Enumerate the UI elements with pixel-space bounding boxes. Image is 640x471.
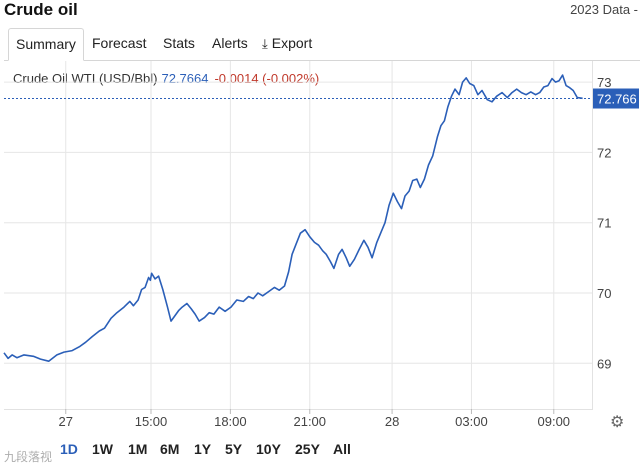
tab-forecast-label: Forecast	[92, 35, 147, 51]
tab-export-label: Export	[271, 35, 313, 51]
tab-bar: Summary Forecast Stats Alerts ⤓ Export	[4, 28, 640, 61]
range-5y-button[interactable]: 5Y	[225, 441, 243, 457]
range-1y-button[interactable]: 1Y	[194, 441, 212, 457]
price-series-line	[3, 74, 583, 362]
tab-stats[interactable]: Stats	[163, 28, 195, 59]
page-title: Crude oil	[4, 0, 78, 19]
tab-stats-label: Stats	[163, 35, 195, 51]
tab-alerts[interactable]: Alerts	[212, 28, 248, 59]
x-tick-label-3: 21:00	[293, 414, 326, 429]
x-tick-label-6: 09:00	[538, 414, 571, 429]
x-tick-label-2: 18:00	[214, 414, 247, 429]
range-10y-button[interactable]: 10Y	[256, 441, 281, 457]
range-25y-button[interactable]: 25Y	[295, 441, 320, 457]
header: Crude oil 2023 Data -	[0, 0, 640, 28]
y-tick-label-73: 73	[597, 75, 611, 90]
range-selector: 1D 1W 1M 6M 1Y 5Y 10Y 25Y All	[0, 438, 640, 466]
tab-summary-label: Summary	[16, 36, 76, 52]
watermark: 九段落视	[4, 450, 53, 464]
y-tick-label-69: 69	[597, 356, 611, 371]
x-tick-label-0: 27	[59, 414, 73, 429]
chart-frame	[4, 61, 593, 410]
range-6m-button[interactable]: 6M	[160, 441, 180, 457]
y-tick-label-70: 70	[597, 286, 611, 301]
data-year-link[interactable]: 2023 Data -	[570, 2, 638, 17]
tab-export[interactable]: ⤓ Export	[262, 28, 312, 59]
y-tick-label-72: 72	[597, 145, 611, 160]
range-all-button[interactable]: All	[333, 441, 351, 457]
x-tick-label-5: 03:00	[455, 414, 488, 429]
tab-forecast[interactable]: Forecast	[92, 28, 146, 59]
gear-icon[interactable]: ⚙	[610, 414, 625, 431]
x-tick-label-1: 15:00	[135, 414, 168, 429]
current-price-label-bg	[593, 88, 639, 109]
range-1w-button[interactable]: 1W	[92, 441, 113, 457]
range-1d-button[interactable]: 1D	[60, 441, 78, 457]
x-tick-label-4: 28	[385, 414, 399, 429]
y-tick-label-71: 71	[597, 216, 611, 231]
download-icon: ⤓	[262, 36, 268, 51]
x-axis: 27 15:00 18:00 21:00 28 03:00 09:00	[59, 414, 571, 429]
current-price-label-text: 72.766	[597, 92, 637, 107]
tab-alerts-label: Alerts	[212, 35, 248, 51]
grid-lines	[4, 61, 592, 414]
current-price-label: 72.766	[593, 88, 639, 109]
y-axis: 69 70 71 72 73	[597, 75, 611, 371]
tab-summary[interactable]: Summary	[8, 28, 84, 61]
range-1m-button[interactable]: 1M	[128, 441, 148, 457]
price-chart[interactable]: 69 70 71 72 73 27 15:00 18:00 21:00 28 03:00 09:00…	[0, 0, 640, 438]
